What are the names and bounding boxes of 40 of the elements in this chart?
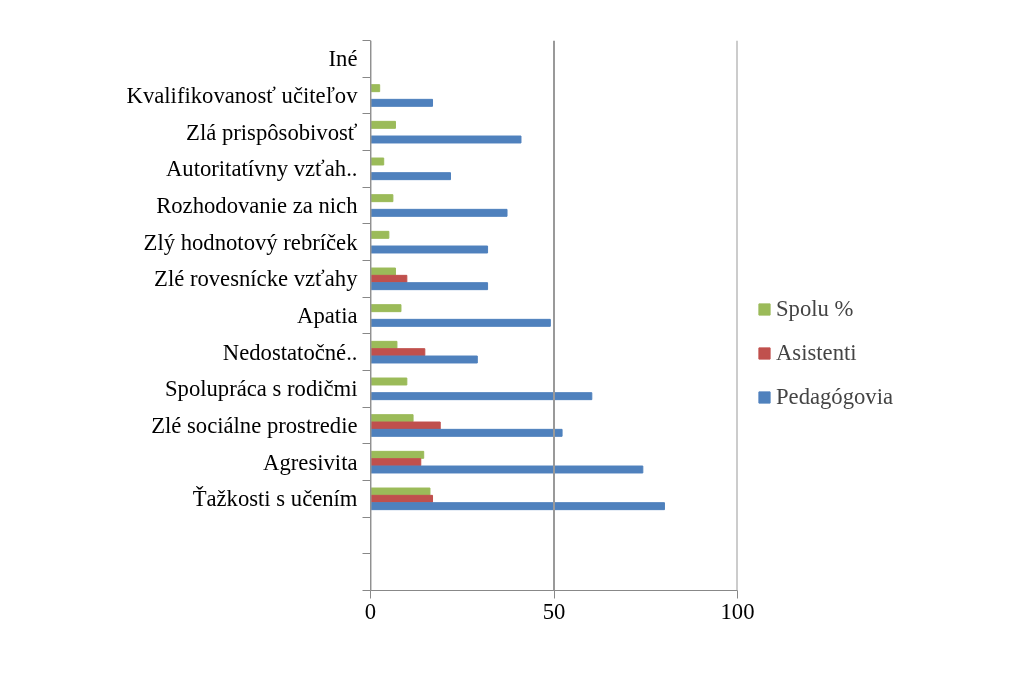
bar — [370, 318, 551, 327]
bar — [370, 377, 408, 386]
legend-label: Asistenti — [776, 340, 857, 366]
bar — [370, 355, 478, 364]
bar — [370, 282, 489, 291]
x-tick-label: 50 — [542, 598, 566, 624]
bar — [370, 135, 522, 144]
y-tick-label: Zlé rovesnícke vzťahy — [154, 266, 359, 292]
y-tick-label: Zlý hodnotový rebríček — [143, 229, 359, 255]
y-tick-label: Agresivita — [263, 449, 358, 475]
y-tick-label: Iné — [328, 46, 358, 72]
bar — [370, 172, 452, 181]
bar — [370, 98, 434, 107]
bar — [370, 304, 402, 313]
y-tick-label: Zlá prispôsobivosť — [186, 119, 358, 145]
y-tick-label: Apatia — [297, 303, 358, 328]
bar — [370, 428, 563, 437]
legend-label: Pedagógovia — [776, 384, 894, 410]
bar — [370, 194, 394, 203]
y-tick-label: Autoritatívny vzťah.. — [165, 156, 358, 182]
x-tick-label: 0 — [364, 598, 377, 624]
legend-label: Spolu % — [776, 296, 854, 322]
bar — [370, 421, 441, 430]
y-tick-label: Rozhodovanie za nich — [156, 193, 359, 218]
bar — [370, 392, 593, 401]
y-tick-label: Ťažkosti s učením — [192, 486, 358, 512]
y-tick-label: Nedostatočné.. — [222, 339, 358, 365]
bar — [370, 245, 489, 254]
bar — [370, 487, 431, 496]
y-tick-label: Spolupráca s rodičmi — [164, 376, 358, 402]
bar — [370, 267, 396, 276]
x-tick-label: 100 — [720, 598, 755, 624]
bar — [370, 230, 390, 239]
y-tick-label: Zlé sociálne prostredie — [151, 413, 358, 438]
bar — [370, 120, 396, 129]
bar — [370, 208, 508, 217]
bar — [370, 465, 644, 474]
y-tick-label: Kvalifikovanosť učiteľov — [126, 83, 359, 108]
bar — [370, 502, 665, 511]
bar — [370, 157, 385, 166]
